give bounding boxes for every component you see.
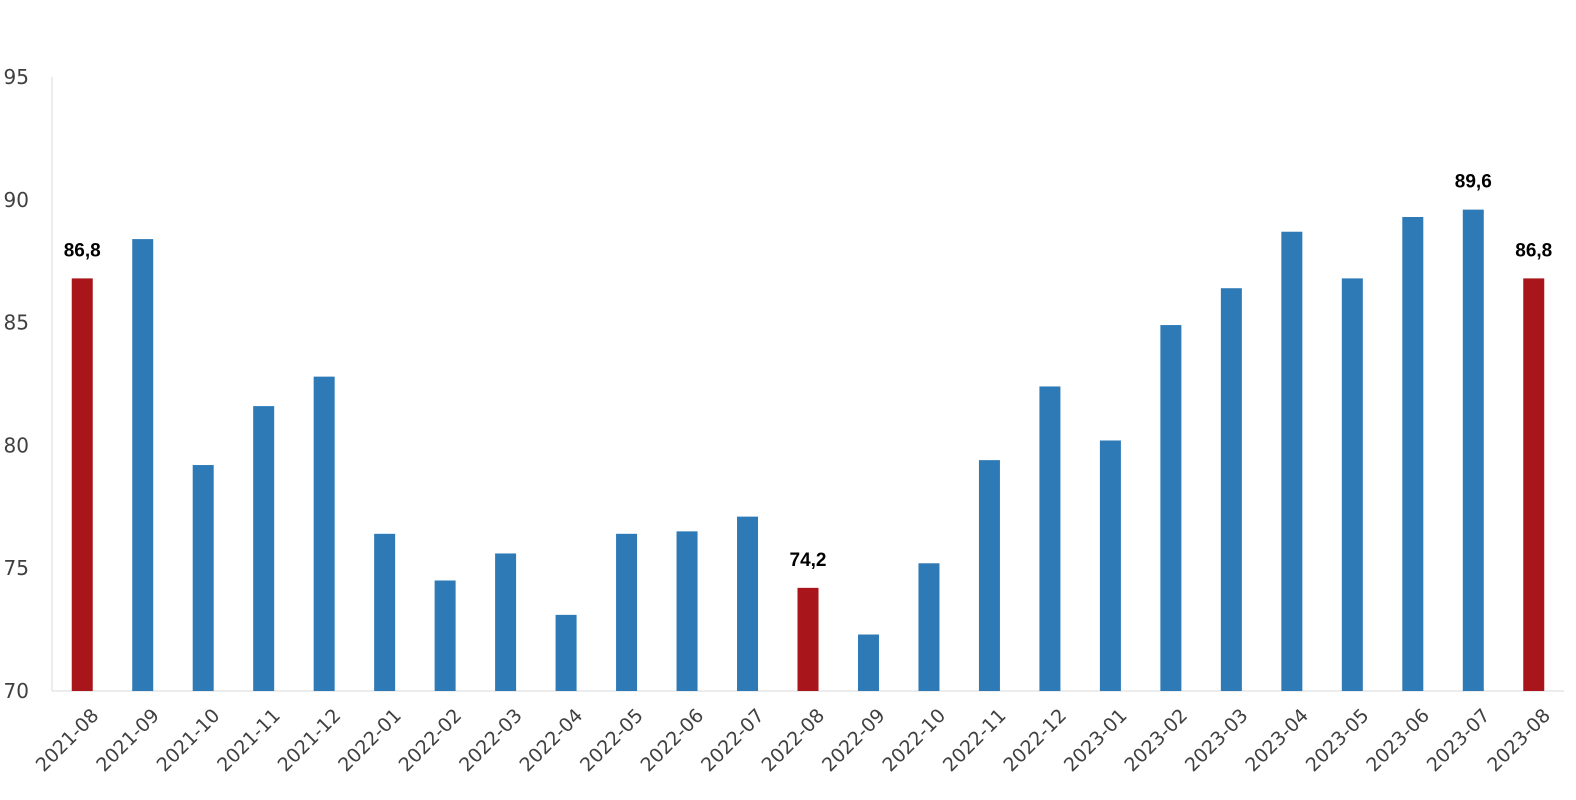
bar-2023-02: [1160, 325, 1182, 691]
bars: [71, 209, 1545, 691]
bar-2021-08: [71, 278, 93, 691]
bar-2022-05: [616, 533, 638, 691]
data-labels: 86,8 74,2 89,6 86,8: [64, 172, 1553, 571]
x-tick-label: 2021-09: [92, 705, 164, 777]
bar-2022-08: [797, 587, 819, 691]
x-tick-label: 2022-07: [697, 705, 769, 777]
bar-2023-06: [1402, 216, 1424, 691]
bar-2022-09: [857, 634, 879, 691]
bar-2021-10: [192, 465, 214, 691]
x-tick-label: 2021-11: [213, 705, 285, 777]
data-label-2022-08: 74,2: [790, 550, 827, 571]
x-tick-label: 2022-03: [455, 705, 527, 777]
bar-2022-06: [676, 531, 698, 691]
bar-2023-04: [1281, 231, 1303, 691]
x-tick-label: 2022-10: [878, 705, 950, 777]
x-tick-label: 2022-09: [818, 705, 890, 777]
x-tick-label: 2022-02: [395, 705, 467, 777]
x-tick-label: 2021-12: [274, 705, 346, 777]
x-tick-label: 2021-10: [153, 705, 225, 777]
y-axis: 70 75 80 85 90 95: [4, 65, 53, 703]
bar-2023-01: [1099, 440, 1121, 691]
x-tick-label: 2022-11: [939, 705, 1011, 777]
x-tick-label: 2023-04: [1241, 705, 1313, 777]
y-tick-label: 70: [4, 679, 29, 703]
bar-2022-10: [918, 563, 940, 691]
data-label-2023-07: 89,6: [1455, 172, 1492, 193]
x-tick-label: 2022-05: [576, 705, 648, 777]
bar-2022-12: [1039, 386, 1061, 691]
x-tick-label: 2022-12: [999, 705, 1071, 777]
bar-2023-08: [1523, 278, 1545, 691]
bar-2022-04: [555, 614, 577, 691]
y-tick-label: 85: [4, 311, 29, 335]
bar-2022-11: [978, 460, 1000, 691]
x-tick-label: 2021-08: [32, 705, 104, 777]
x-tick-label: 2022-04: [516, 705, 588, 777]
bar-2023-05: [1341, 278, 1363, 691]
y-tick-label: 80: [4, 433, 29, 457]
x-tick-label: 2022-08: [757, 705, 829, 777]
x-tick-label: 2023-05: [1302, 705, 1374, 777]
bar-2021-09: [132, 239, 154, 691]
bar-2022-02: [434, 580, 456, 691]
x-tick-label: 2023-07: [1423, 705, 1495, 777]
x-tick-label: 2023-03: [1181, 705, 1253, 777]
x-axis: 2021-082021-092021-102021-112021-122022-…: [32, 690, 1564, 777]
data-label-2023-08: 86,8: [1515, 240, 1552, 261]
bar-2022-03: [495, 553, 517, 691]
x-tick-label: 2023-01: [1060, 705, 1132, 777]
y-tick-label: 95: [4, 65, 29, 89]
bar-2023-03: [1220, 288, 1242, 691]
x-tick-label: 2023-06: [1362, 705, 1434, 777]
bar-2022-07: [737, 516, 759, 691]
bar-2022-01: [374, 533, 396, 691]
x-tick-label: 2023-02: [1120, 705, 1192, 777]
bar-2023-07: [1462, 209, 1484, 691]
y-tick-label: 90: [4, 188, 29, 212]
x-tick-label: 2022-06: [636, 705, 708, 777]
x-tick-label: 2022-01: [334, 705, 406, 777]
bar-2021-11: [253, 406, 275, 691]
bar-2021-12: [313, 376, 335, 691]
data-label-2021-08: 86,8: [64, 240, 101, 261]
y-tick-label: 75: [4, 556, 29, 580]
x-tick-label: 2023-08: [1483, 705, 1555, 777]
